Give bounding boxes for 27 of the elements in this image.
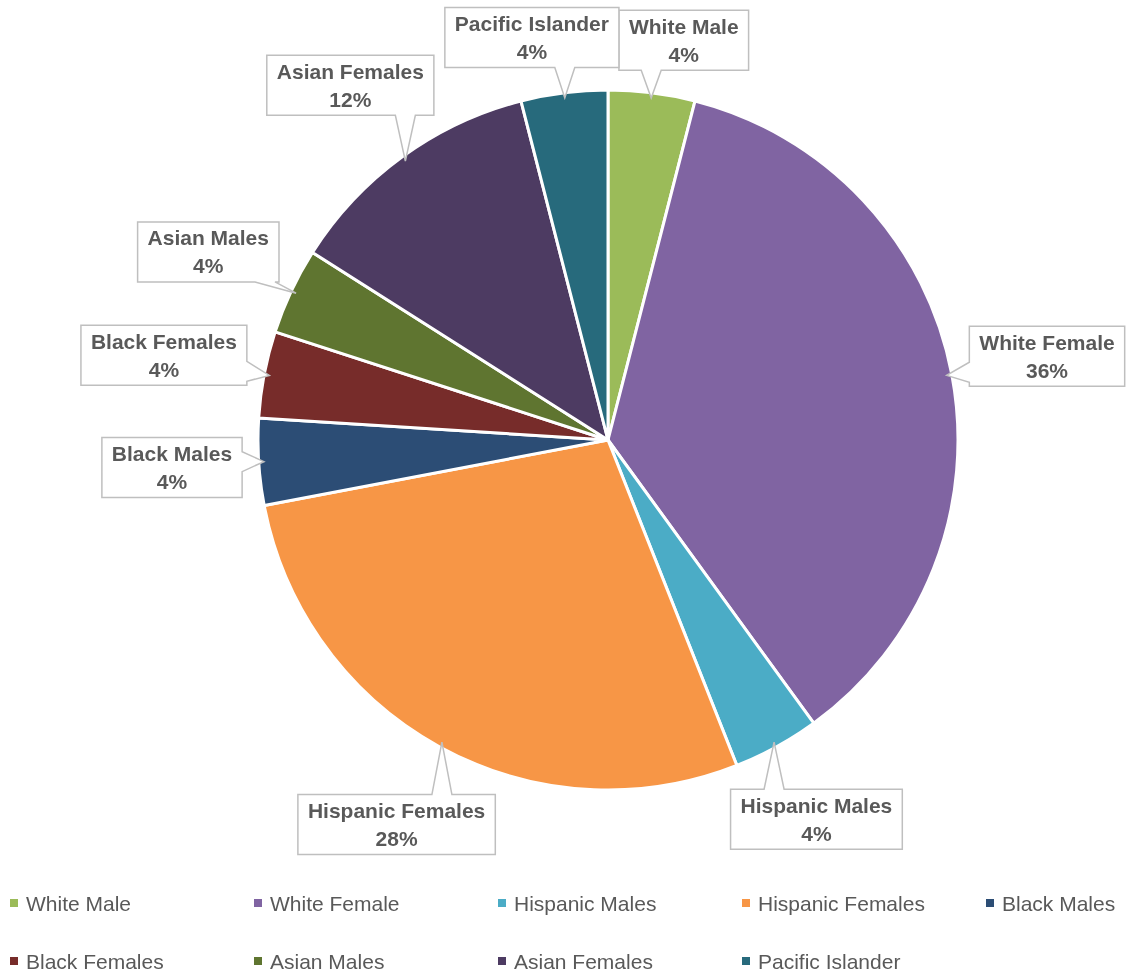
slice-label: Asian Females (276, 59, 424, 83)
data-label: 4% (156, 469, 188, 493)
data-label: 4% (668, 42, 700, 66)
data-label: 12% (329, 87, 372, 111)
slice-label: Pacific Islander (454, 12, 609, 36)
slice-label: Hispanic Females (307, 799, 486, 823)
legend-label: Hispanic Females (758, 891, 925, 915)
legend-label: Black Males (1002, 891, 1116, 915)
legend-label: Asian Females (514, 949, 653, 973)
slice-label: Asian Males (147, 226, 269, 250)
slice-label: Hispanic Males (740, 793, 893, 817)
data-label: 4% (148, 357, 180, 381)
legend-label: White Female (270, 891, 400, 915)
slice-label: White Male (628, 14, 739, 38)
slice-label: White Female (979, 330, 1115, 354)
legend-label: Asian Males (270, 949, 385, 973)
slice-label: Black Males (111, 441, 233, 465)
data-label: 28% (375, 827, 418, 851)
legend-label: White Male (26, 891, 132, 915)
legend-label: Black Females (26, 949, 164, 973)
slice-label: Black Females (90, 329, 237, 353)
data-label: 4% (516, 40, 548, 64)
legend-label: Pacific Islander (758, 949, 901, 973)
data-label: 4% (193, 254, 224, 278)
data-label: 36% (1025, 358, 1069, 382)
legend-label: Hispanic Males (514, 891, 657, 915)
data-label: 4% (801, 821, 832, 845)
